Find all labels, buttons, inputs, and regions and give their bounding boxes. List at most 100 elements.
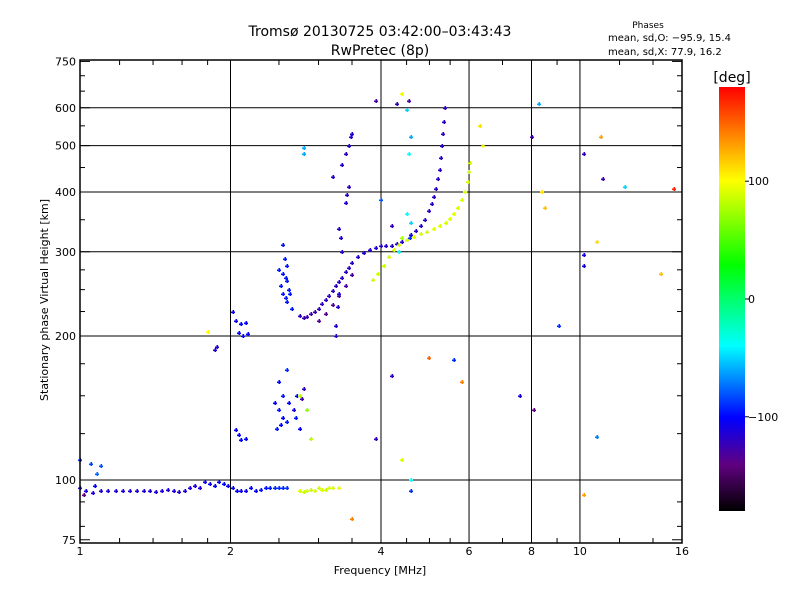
x-axis-label: Frequency [MHz] xyxy=(334,564,426,577)
point-marker-v xyxy=(214,484,217,488)
point-marker-v xyxy=(457,206,460,210)
data-point xyxy=(142,489,146,493)
point-marker-v xyxy=(218,480,221,484)
point-marker-v xyxy=(238,433,241,437)
data-point xyxy=(285,279,289,283)
data-point xyxy=(460,198,464,202)
point-marker-v xyxy=(167,488,170,492)
point-marker-v xyxy=(406,238,409,242)
data-point xyxy=(213,348,217,352)
data-point xyxy=(203,480,207,484)
point-marker-v xyxy=(299,489,302,493)
data-point xyxy=(392,248,396,252)
x-tick-label: 2 xyxy=(227,545,234,558)
data-point xyxy=(93,484,97,488)
point-marker-v xyxy=(328,486,331,490)
data-point xyxy=(400,458,404,462)
point-marker-v xyxy=(178,490,181,494)
point-marker-v xyxy=(289,292,292,296)
data-point xyxy=(302,387,306,391)
data-point xyxy=(99,489,103,493)
data-point xyxy=(231,486,235,490)
data-point xyxy=(254,489,258,493)
data-point xyxy=(368,248,372,252)
data-point xyxy=(412,235,416,239)
data-point xyxy=(345,193,349,197)
point-marker-v xyxy=(660,272,663,276)
point-marker-v xyxy=(440,156,443,160)
point-marker-v xyxy=(242,334,245,338)
point-marker-v xyxy=(385,244,388,248)
colorbar-tick-label: −100 xyxy=(748,411,778,424)
point-marker-v xyxy=(282,272,285,276)
data-point xyxy=(281,292,285,296)
point-marker-v xyxy=(278,268,281,272)
data-point xyxy=(481,144,485,148)
point-marker-v xyxy=(391,374,394,378)
point-marker-v xyxy=(391,244,394,248)
data-point xyxy=(217,480,221,484)
data-point xyxy=(235,489,239,493)
point-marker-v xyxy=(408,99,411,103)
point-marker-v xyxy=(449,217,452,221)
point-marker-v xyxy=(464,190,467,194)
point-marker-v xyxy=(301,397,304,401)
data-point xyxy=(452,358,456,362)
point-marker-v xyxy=(260,488,263,492)
data-point xyxy=(427,356,431,360)
point-marker-v xyxy=(345,152,348,156)
data-point xyxy=(287,288,291,292)
point-marker-v xyxy=(265,486,268,490)
y-tick-label: 100 xyxy=(55,474,76,487)
point-marker-v xyxy=(282,292,285,296)
point-marker-v xyxy=(479,124,482,128)
data-point xyxy=(284,276,288,280)
point-marker-v xyxy=(238,331,241,335)
point-marker-v xyxy=(314,310,317,314)
point-marker-v xyxy=(398,250,401,254)
data-point xyxy=(336,305,340,309)
data-point xyxy=(460,380,464,384)
data-point xyxy=(231,310,235,314)
data-point xyxy=(239,489,243,493)
data-point xyxy=(337,280,341,284)
chart-title: Tromsø 20130725 03:42:00–03:43:43 xyxy=(248,24,512,40)
point-marker-v xyxy=(96,472,99,476)
point-marker-v xyxy=(280,423,283,427)
y-tick-label: 200 xyxy=(55,330,76,343)
point-marker-v xyxy=(223,482,226,486)
data-point xyxy=(659,272,663,276)
data-point xyxy=(344,152,348,156)
point-marker-v xyxy=(332,303,335,307)
data-point xyxy=(456,206,460,210)
point-marker-v xyxy=(468,170,471,174)
point-marker-v xyxy=(107,489,110,493)
point-marker-v xyxy=(453,212,456,216)
data-point xyxy=(438,224,442,228)
point-marker-v xyxy=(204,480,207,484)
point-marker-v xyxy=(531,135,534,139)
data-point xyxy=(324,488,328,492)
point-marker-v xyxy=(250,486,253,490)
data-point xyxy=(334,324,338,328)
data-point xyxy=(425,230,429,234)
point-marker-v xyxy=(398,243,401,247)
point-marker-v xyxy=(583,152,586,156)
data-point xyxy=(183,489,187,493)
data-point xyxy=(409,478,413,482)
data-point xyxy=(268,486,272,490)
point-marker-v xyxy=(286,279,289,283)
point-marker-v xyxy=(431,202,434,206)
point-marker-v xyxy=(341,250,344,254)
point-marker-v xyxy=(299,394,302,398)
data-point xyxy=(285,420,289,424)
data-point xyxy=(313,310,317,314)
data-point xyxy=(288,292,292,296)
point-marker-v xyxy=(286,420,289,424)
data-point xyxy=(302,316,306,320)
point-marker-v xyxy=(149,489,152,493)
data-point xyxy=(279,423,283,427)
data-point xyxy=(283,257,287,261)
data-point xyxy=(277,380,281,384)
data-point xyxy=(239,322,243,326)
